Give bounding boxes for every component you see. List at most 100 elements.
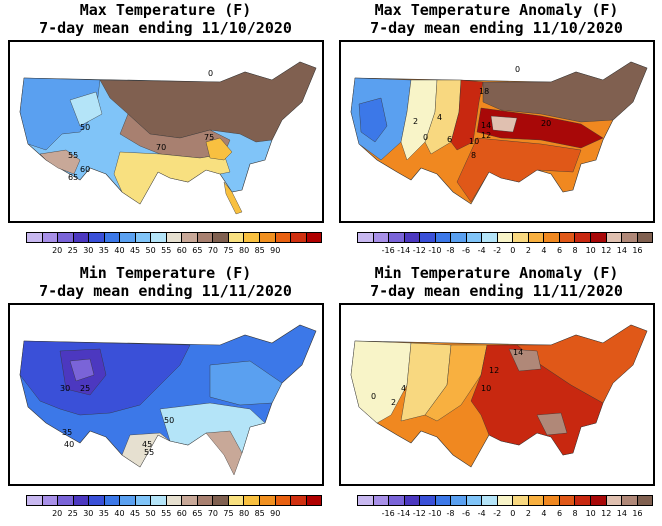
scale-tick-label: 2 [525, 246, 531, 255]
scale-tick-label: -6 [462, 246, 471, 255]
color-scale-ticks: -16 -14 -12 -10 -8 -6 -4 -2 0 2 4 6 8 10 12 14 16 [357, 246, 653, 258]
color-swatch [213, 233, 229, 242]
color-swatch [306, 233, 322, 242]
scale-tick-label: -4 [477, 509, 486, 518]
scale-tick-label: 0 [510, 246, 516, 255]
color-swatch [58, 496, 74, 505]
color-scale-ticks: -16 -14 -12 -10 -8 -6 -4 -2 0 2 4 6 8 10 12 14 16 [357, 509, 653, 521]
color-swatch [513, 496, 529, 505]
scale-tick-label: -8 [446, 246, 455, 255]
color-scale-ticks: 20 25 30 35 40 45 50 55 60 65 70 75 80 85 90 [26, 246, 322, 258]
scale-tick-label: 6 [556, 509, 563, 518]
map-label: 75 [204, 133, 214, 142]
scale-tick-label: -12 [412, 246, 426, 255]
scale-tick-label: 14 [616, 246, 627, 255]
color-swatch [228, 496, 245, 505]
map-label: 0 [515, 65, 520, 74]
color-swatch [58, 233, 74, 242]
color-swatch [544, 496, 560, 505]
map-label: 0 [371, 392, 376, 401]
color-swatch [306, 496, 322, 505]
color-swatch [73, 496, 90, 505]
scale-tick-label: 40 [114, 246, 125, 255]
panel-subtitle: 7-day mean ending 11/11/2020 [370, 282, 623, 300]
color-swatch [373, 496, 390, 505]
scale-tick-label: -14 [397, 509, 411, 518]
color-swatch [513, 233, 529, 242]
scale-tick-label: 10 [585, 509, 596, 518]
map-label: 40 [64, 440, 74, 449]
scale-tick-label: 85 [254, 246, 265, 255]
map-label: 6 [447, 135, 452, 144]
color-scale-bar [357, 232, 653, 243]
map-label: 20 [541, 119, 551, 128]
map-label: 70 [156, 143, 166, 152]
color-swatch [42, 233, 59, 242]
scale-tick-label: 60 [176, 509, 187, 518]
map-label: 18 [479, 87, 489, 96]
scale-tick-label: 35 [98, 509, 109, 518]
color-swatch [420, 233, 436, 242]
color-swatch [497, 496, 514, 505]
map-max-temp-anomaly: 0 18 20 14 12 10 8 6 4 2 0 [339, 40, 655, 223]
map-max-temp: 0 50 55 60 65 70 75 [8, 40, 324, 223]
color-swatch [182, 496, 198, 505]
map-label: 45 [142, 440, 152, 449]
map-label: 60 [80, 165, 90, 174]
color-swatch [528, 496, 545, 505]
color-swatch [275, 233, 292, 242]
color-scale-ticks: 20 25 30 35 40 45 50 55 60 65 70 75 80 85 90 [26, 509, 322, 521]
color-swatch [259, 496, 276, 505]
color-swatch [404, 496, 421, 505]
color-swatch [389, 233, 405, 242]
scale-tick-label: 55 [161, 509, 172, 518]
color-swatch [291, 496, 307, 505]
color-swatch [197, 233, 214, 242]
panel-max-temp-anomaly: Max Temperature Anomaly (F) 7-day mean e… [331, 0, 662, 263]
scale-tick-label: 70 [207, 246, 219, 255]
color-swatch [182, 233, 198, 242]
color-swatch [166, 233, 183, 242]
scale-tick-label: -2 [493, 246, 502, 255]
color-swatch [590, 233, 607, 242]
map-label: 50 [80, 123, 90, 132]
scale-tick-label: 80 [239, 246, 250, 255]
color-swatch [575, 233, 591, 242]
color-swatch [104, 233, 121, 242]
scale-tick-label: 50 [145, 509, 156, 518]
map-label: 12 [489, 366, 499, 375]
color-swatch [497, 233, 514, 242]
scale-tick-label: 65 [192, 509, 203, 518]
map-label: 10 [481, 384, 491, 393]
color-swatch [528, 233, 545, 242]
color-swatch [606, 233, 623, 242]
color-swatch [275, 496, 292, 505]
scale-tick-label: 80 [239, 509, 250, 518]
map-label: 50 [164, 416, 174, 425]
scale-tick-label: 75 [223, 246, 234, 255]
map-label: 0 [423, 133, 428, 142]
scale-tick-label: -16 [381, 509, 395, 518]
map-label: 14 [513, 348, 523, 357]
map-label: 35 [62, 428, 72, 437]
scale-tick-label: 16 [632, 509, 643, 518]
color-swatch [559, 233, 576, 242]
scale-tick-label: -4 [477, 246, 486, 255]
color-swatch [104, 496, 121, 505]
panel-title: Max Temperature (F) [79, 1, 252, 19]
scale-tick-label: -14 [397, 246, 411, 255]
scale-tick-label: 20 [52, 509, 63, 518]
panel-subtitle: 7-day mean ending 11/11/2020 [39, 282, 292, 300]
scale-tick-label: -6 [462, 509, 471, 518]
color-swatch [259, 233, 276, 242]
scale-tick-label: 6 [556, 246, 563, 255]
scale-tick-label: 30 [83, 509, 94, 518]
color-swatch [135, 496, 152, 505]
scale-tick-label: 14 [616, 509, 627, 518]
color-swatch [637, 496, 653, 505]
color-scale-bar [357, 495, 653, 506]
map-min-temp-anomaly: 14 12 10 4 2 0 [339, 303, 655, 486]
scale-tick-label: 50 [145, 246, 156, 255]
color-swatch [482, 496, 498, 505]
panel-title: Min Temperature (F) [79, 264, 252, 282]
